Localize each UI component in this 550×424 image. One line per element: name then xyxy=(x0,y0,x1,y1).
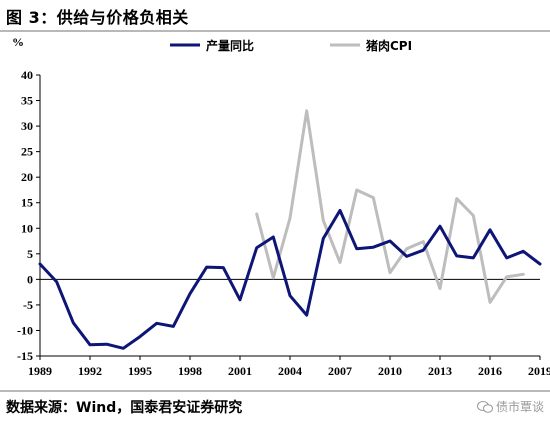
series-line-1 xyxy=(38,208,542,350)
y-tick-label: -10 xyxy=(17,323,33,337)
y-tick-label: 10 xyxy=(21,221,33,235)
legend-label-1: 产量同比 xyxy=(206,38,254,53)
source-note: 数据来源：Wind，国泰君安证券研究 xyxy=(6,400,243,416)
y-tick-label: 35 xyxy=(21,94,33,108)
y-axis-ticks: -15 -10 -5 0 5 10 15 20 25 30 35 40 xyxy=(17,68,40,363)
x-tick-label: 2016 xyxy=(478,364,502,378)
y-tick-label: -5 xyxy=(23,298,33,312)
bottom-divider xyxy=(0,390,550,392)
x-tick-label: 2019 xyxy=(528,364,550,378)
top-divider xyxy=(0,30,550,32)
x-tick-label: 2004 xyxy=(278,364,302,378)
x-tick-label: 2007 xyxy=(328,364,352,378)
y-axis-label: % xyxy=(12,35,24,49)
chart-legend: 产量同比 猪肉CPI xyxy=(170,38,412,53)
x-axis-ticks: 1989 1992 1995 1998 2001 2004 2007 2010 2013 2016… xyxy=(28,356,550,378)
series-line-2 xyxy=(255,109,525,304)
y-tick-label: 25 xyxy=(21,145,33,159)
y-tick-label: 0 xyxy=(27,272,33,286)
chart-lines xyxy=(38,109,542,350)
x-tick-label: 2010 xyxy=(378,364,402,378)
chart: -15 -10 -5 0 5 10 15 20 25 30 35 40 1989 1992 1995 199… xyxy=(12,35,550,378)
y-tick-label: -15 xyxy=(17,349,33,363)
x-tick-label: 1989 xyxy=(28,364,52,378)
x-tick-label: 2013 xyxy=(428,364,452,378)
y-tick-label: 20 xyxy=(21,170,33,184)
x-tick-label: 1995 xyxy=(128,364,152,378)
x-tick-label: 2001 xyxy=(228,364,252,378)
chart-title: 图 3：供给与价格负相关 xyxy=(6,8,189,27)
y-tick-label: 15 xyxy=(21,196,33,210)
y-tick-label: 40 xyxy=(21,68,33,82)
y-tick-label: 5 xyxy=(27,247,33,261)
watermark: 债市覃谈 xyxy=(476,398,544,415)
wechat-icon xyxy=(476,400,493,413)
x-tick-label: 1998 xyxy=(178,364,202,378)
x-tick-label: 1992 xyxy=(78,364,102,378)
watermark-text: 债市覃谈 xyxy=(495,400,544,414)
legend-label-2: 猪肉CPI xyxy=(365,38,412,53)
y-tick-label: 30 xyxy=(21,119,33,133)
